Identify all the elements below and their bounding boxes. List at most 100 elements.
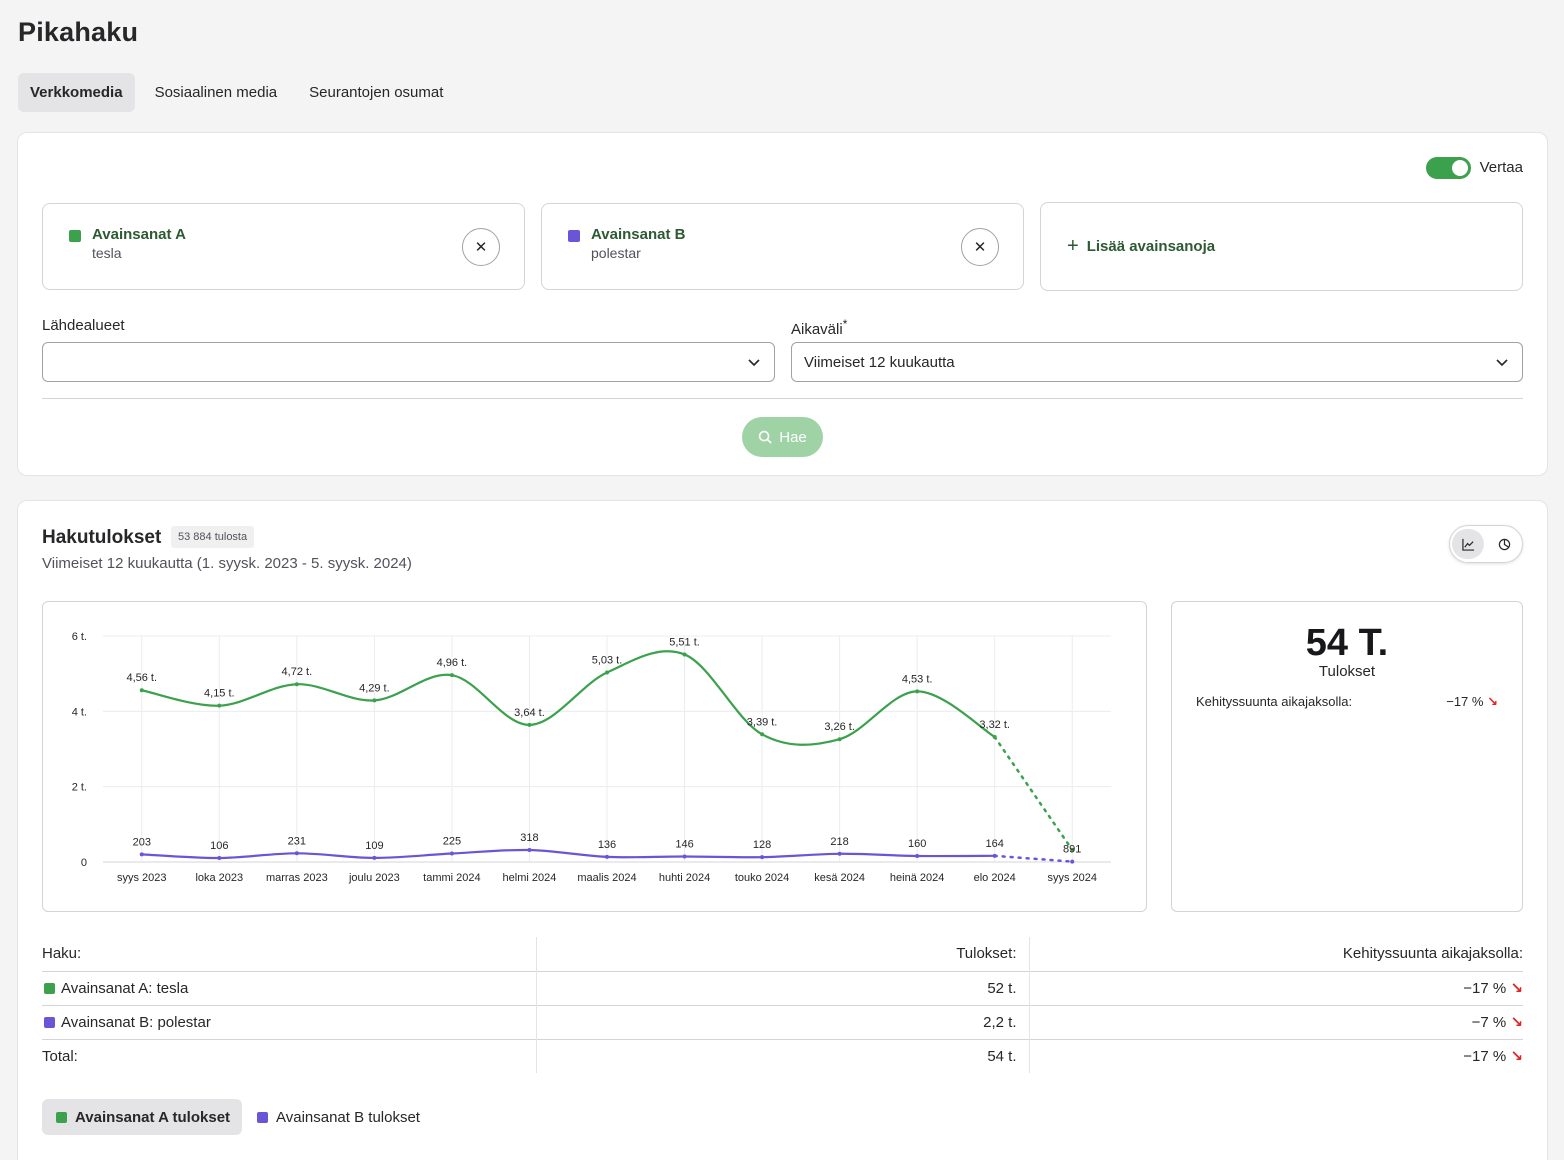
toggle-knob bbox=[1452, 160, 1468, 176]
remove-keyword-a-button[interactable]: ✕ bbox=[462, 228, 500, 266]
x-tick-label: heinä 2024 bbox=[890, 872, 944, 884]
close-icon: ✕ bbox=[474, 239, 488, 256]
close-icon: ✕ bbox=[973, 239, 987, 256]
series-line bbox=[141, 650, 996, 746]
row-results-cell: 52 t. bbox=[535, 970, 1029, 1005]
keyword-b-value: polestar bbox=[591, 245, 641, 261]
y-tick-label: 2 t. bbox=[72, 782, 87, 794]
series-line bbox=[141, 848, 995, 860]
sources-label: Lähdealueet bbox=[42, 317, 125, 334]
results-table: Haku: Tulokset: Kehityssuunta aikajaksol… bbox=[42, 937, 1523, 1073]
data-label: 3,39 t. bbox=[747, 716, 778, 728]
row-trend-cell: −7 % ↘ bbox=[1028, 1004, 1523, 1039]
tab-keywords-a-results[interactable]: Avainsanat A tulokset bbox=[42, 1099, 243, 1135]
compare-label: Vertaa bbox=[1479, 159, 1523, 176]
trend-value: −17 % ↘ bbox=[1446, 694, 1498, 709]
chevron-down-icon bbox=[1496, 359, 1508, 367]
keyword-a-name: Avainsanat A bbox=[92, 226, 186, 243]
legend-swatch bbox=[56, 1111, 67, 1123]
data-point bbox=[992, 734, 997, 739]
data-point bbox=[837, 737, 842, 742]
x-tick-label: elo 2024 bbox=[974, 872, 1016, 884]
chevron-down-icon bbox=[748, 359, 760, 367]
data-point bbox=[449, 673, 454, 678]
data-label: 5,03 t. bbox=[592, 655, 623, 667]
search-button-label: Hae bbox=[779, 428, 807, 446]
data-point bbox=[527, 848, 532, 853]
page-title: Pikahaku bbox=[18, 17, 139, 47]
data-label: 318 bbox=[520, 832, 538, 844]
x-tick-label: marras 2023 bbox=[266, 872, 328, 884]
data-point bbox=[682, 652, 687, 657]
data-label: 3,26 t. bbox=[824, 721, 855, 733]
data-point bbox=[760, 855, 765, 860]
keyword-box-a[interactable]: Avainsanat A tesla ✕ bbox=[42, 203, 525, 290]
data-point bbox=[605, 854, 609, 859]
y-tick-label: 0 bbox=[81, 857, 87, 869]
trend-down-icon: ↘ bbox=[1510, 980, 1523, 997]
x-tick-label: huhti 2024 bbox=[659, 872, 710, 884]
column-header-haku: Haku: bbox=[42, 945, 82, 963]
keyword-box-b[interactable]: Avainsanat B polestar ✕ bbox=[541, 203, 1024, 290]
tab-seurantojen-osumat[interactable]: Seurantojen osumat bbox=[309, 84, 444, 101]
required-marker: * bbox=[842, 317, 848, 331]
row-results-cell: 2,2 t. bbox=[535, 1004, 1029, 1039]
tab-keywords-b-results[interactable]: Avainsanat B tulokset bbox=[243, 1099, 432, 1135]
total-results-label: Tulokset bbox=[1318, 663, 1376, 680]
search-card: Vertaa Avainsanat A tesla ✕ Avainsanat B… bbox=[17, 132, 1548, 476]
data-point bbox=[372, 855, 377, 860]
range-label: Aikaväli* bbox=[791, 317, 848, 338]
results-count-badge: 53 884 tulosta bbox=[171, 526, 255, 548]
add-keywords-button[interactable]: + Lisää avainsanoja bbox=[1040, 202, 1523, 291]
data-label: 4,72 t. bbox=[282, 666, 313, 678]
line-chart-icon bbox=[1461, 538, 1474, 551]
column-header-trend: Kehityssuunta aikajaksolla: bbox=[1028, 937, 1523, 971]
x-tick-label: tammi 2024 bbox=[423, 872, 480, 884]
data-point bbox=[915, 689, 920, 694]
tab-sosiaalinen-media[interactable]: Sosiaalinen media bbox=[154, 84, 278, 101]
data-label: 4,56 t. bbox=[126, 672, 157, 684]
trend-down-icon: ↘ bbox=[1487, 694, 1498, 709]
data-label: 4,96 t. bbox=[437, 657, 468, 669]
view-switch bbox=[1449, 525, 1523, 563]
summary-stat-box: 54 T. Tulokset Kehityssuunta aikajaksoll… bbox=[1171, 601, 1523, 912]
sources-select[interactable] bbox=[42, 342, 775, 382]
data-label: 5,51 t. bbox=[669, 636, 700, 648]
x-tick-label: syys 2024 bbox=[1047, 872, 1097, 884]
row-name-cell: Avainsanat B: polestar bbox=[42, 1004, 536, 1039]
keyword-a-value: tesla bbox=[92, 245, 122, 261]
search-button[interactable]: Hae bbox=[742, 417, 823, 457]
data-point bbox=[605, 670, 609, 675]
line-chart-view-button[interactable] bbox=[1452, 529, 1484, 559]
data-point bbox=[760, 732, 765, 737]
total-name-cell: Total: bbox=[42, 1038, 536, 1073]
range-select[interactable]: Viimeiset 12 kuukautta bbox=[791, 342, 1523, 382]
data-label: 891 bbox=[1063, 844, 1081, 856]
data-point bbox=[372, 698, 377, 703]
data-label: 203 bbox=[133, 836, 151, 848]
pie-chart-view-button[interactable] bbox=[1488, 529, 1520, 559]
x-tick-label: joulu 2023 bbox=[348, 872, 400, 884]
data-label: 136 bbox=[598, 839, 616, 851]
data-label: 225 bbox=[443, 836, 461, 848]
add-keywords-label: Lisää avainsanoja bbox=[1086, 238, 1216, 255]
data-label: 164 bbox=[986, 838, 1004, 850]
data-label: 146 bbox=[675, 839, 693, 851]
data-point bbox=[294, 851, 299, 856]
plus-icon: + bbox=[1067, 235, 1079, 257]
data-label: 109 bbox=[365, 840, 383, 852]
series-partial-line bbox=[993, 854, 1074, 863]
results-subtitle: Viimeiset 12 kuukautta (1. syysk. 2023 -… bbox=[42, 555, 412, 572]
remove-keyword-b-button[interactable]: ✕ bbox=[961, 228, 999, 266]
tab-verkkomedia[interactable]: Verkkomedia bbox=[18, 73, 135, 112]
data-label: 160 bbox=[908, 838, 926, 850]
data-label: 106 bbox=[210, 840, 228, 852]
chart-container: 0 2 t. 4 t. 6 t. syys 2023 loka 2023 marras 20… bbox=[42, 601, 1147, 912]
range-select-value: Viimeiset 12 kuukautta bbox=[804, 353, 955, 371]
row-name-cell: Avainsanat A: tesla bbox=[42, 970, 536, 1005]
compare-toggle[interactable] bbox=[1426, 157, 1471, 179]
total-results-cell: 54 t. bbox=[535, 1038, 1029, 1073]
line-chart: 0 2 t. 4 t. 6 t. syys 2023 loka 2023 marras 20… bbox=[72, 631, 1111, 884]
y-tick-label: 6 t. bbox=[72, 631, 87, 643]
data-label: 128 bbox=[753, 839, 771, 851]
